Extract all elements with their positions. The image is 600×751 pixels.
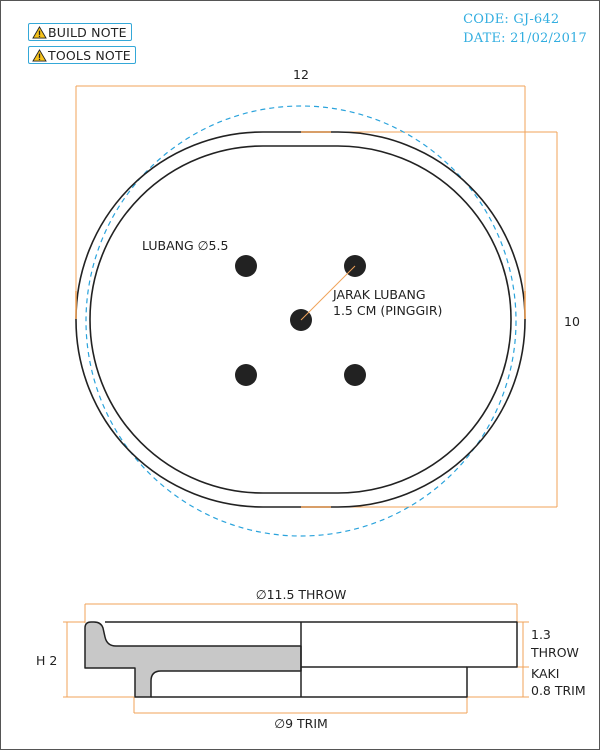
warning-icon	[32, 25, 47, 39]
drawing-date: DATE: 21/02/2017	[463, 31, 587, 46]
side-view: ∅11.5 THROW ∅9 TRIM H 2 1.3 THROW KAKI 0…	[36, 587, 586, 731]
hole-spacing-leader	[300, 265, 356, 321]
drawing-code: CODE: GJ-642	[463, 12, 560, 27]
spacing-label-line1: JARAK LUBANG	[332, 287, 426, 302]
side-view-dimensions	[63, 603, 529, 714]
throw-thickness-line2: THROW	[530, 645, 579, 660]
foot-line1: KAKI	[531, 666, 559, 681]
tools-note-label: TOOLS NOTE	[48, 47, 131, 63]
top-view: 12 10 LUBA	[75, 67, 580, 537]
title-block: CODE: GJ-642 DATE: 21/02/2017	[463, 10, 587, 48]
height-dimension-text: 10	[564, 314, 580, 329]
foot-line2: 0.8 TRIM	[531, 683, 586, 698]
build-note-button[interactable]: BUILD NOTE	[28, 23, 132, 41]
width-dimension-text: 12	[293, 67, 309, 82]
height-text: H 2	[36, 653, 57, 668]
tools-note-button[interactable]: TOOLS NOTE	[28, 46, 136, 64]
inner-outline	[89, 145, 512, 494]
hole-top-left	[235, 255, 257, 277]
side-view-outline	[301, 621, 518, 698]
top-view-dimensions	[75, 85, 558, 508]
hole-bottom-right	[344, 364, 366, 386]
throw-diameter-text: ∅11.5 THROW	[256, 587, 347, 602]
section-profile	[84, 621, 302, 698]
warning-icon	[32, 48, 47, 62]
hole-bottom-left	[235, 364, 257, 386]
throw-thickness-line1: 1.3	[531, 627, 551, 642]
outer-outline	[75, 131, 526, 508]
build-note-label: BUILD NOTE	[48, 24, 127, 40]
hole-label: LUBANG ∅5.5	[142, 238, 228, 253]
trim-diameter-text: ∅9 TRIM	[274, 716, 328, 731]
spacing-label-line2: 1.5 CM (PINGGIR)	[333, 303, 442, 318]
dashed-reference-circle	[85, 105, 517, 537]
